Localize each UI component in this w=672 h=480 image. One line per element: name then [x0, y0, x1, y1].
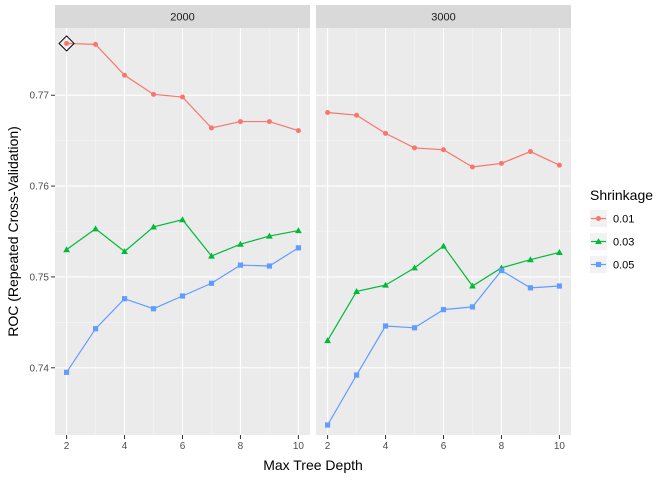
facet-strip-label: 2000	[170, 12, 194, 24]
data-point	[93, 41, 99, 47]
data-point	[266, 263, 273, 269]
data-point	[121, 296, 128, 302]
y-axis: 0.74 0.75 0.76 0.77	[30, 91, 55, 374]
legend-key-marker	[596, 216, 601, 221]
panel-2000: 2000 2 4 6 8 10	[55, 5, 310, 452]
legend-key-marker	[595, 238, 602, 245]
data-point	[324, 422, 331, 428]
x-tick-label: 4	[122, 441, 128, 452]
facet-strip	[55, 5, 310, 28]
data-point	[208, 280, 215, 286]
data-point	[527, 285, 534, 291]
series-0.03	[63, 216, 302, 259]
data-point	[266, 119, 272, 125]
best-tune-marker	[58, 35, 75, 52]
series-0.01	[325, 109, 562, 170]
data-point	[150, 306, 157, 312]
data-point	[382, 281, 389, 288]
data-point	[295, 245, 302, 251]
y-tick-label: 0.74	[30, 363, 50, 374]
data-point	[411, 264, 418, 271]
data-point	[353, 372, 360, 378]
x-tick-label: 8	[238, 441, 244, 452]
data-point	[180, 94, 185, 100]
y-tick-label: 0.76	[30, 182, 50, 193]
data-point	[237, 262, 244, 268]
x-tick-label: 2	[325, 441, 331, 452]
legend-entry-0.01: 0.01	[590, 210, 634, 227]
data-point	[556, 248, 563, 255]
data-point	[325, 109, 331, 115]
data-point	[208, 125, 214, 131]
legend-label: 0.03	[613, 237, 634, 249]
data-point	[151, 91, 157, 97]
data-point	[208, 252, 215, 259]
data-point	[498, 267, 505, 274]
data-point	[469, 164, 475, 170]
data-point	[527, 256, 534, 263]
x-tick-label: 2	[64, 441, 70, 452]
data-point	[498, 160, 504, 166]
data-point	[411, 325, 418, 331]
series-0.03	[324, 242, 563, 344]
legend-label: 0.05	[613, 260, 634, 272]
x-tick-label: 6	[441, 441, 447, 452]
data-point	[556, 162, 562, 168]
x-tick-label: 10	[554, 441, 566, 452]
x-tick-label: 6	[180, 441, 186, 452]
data-point	[354, 112, 360, 118]
data-point	[412, 145, 418, 151]
legend-title: Shrinkage	[590, 187, 653, 203]
y-tick-label: 0.77	[30, 91, 50, 102]
facet-strip	[316, 5, 571, 28]
data-point	[440, 242, 447, 249]
legend-key-marker	[595, 261, 602, 268]
data-point	[150, 223, 157, 230]
legend-entry-0.05: 0.05	[590, 256, 634, 273]
data-point	[556, 283, 563, 289]
data-point	[92, 326, 99, 332]
x-tick-label: 4	[383, 441, 389, 452]
data-point	[469, 304, 476, 310]
data-point	[295, 227, 302, 234]
data-point	[179, 216, 186, 223]
data-point	[266, 232, 273, 239]
legend: Shrinkage 0.01 0.03 0.05	[590, 187, 653, 273]
panel-3000: 3000 2 4 6 8 10	[316, 5, 571, 452]
data-point	[179, 293, 186, 299]
y-tick-label: 0.75	[30, 272, 50, 283]
data-point	[122, 72, 128, 78]
legend-entry-0.03: 0.03	[590, 233, 634, 250]
data-point	[92, 225, 99, 232]
data-point	[121, 248, 128, 255]
x-axis-title: Max Tree Depth	[263, 457, 363, 473]
data-point	[441, 147, 446, 153]
x-tick-label: 10	[293, 441, 305, 452]
data-point	[63, 246, 70, 253]
data-point	[63, 369, 70, 375]
data-point	[295, 128, 301, 134]
series-0.05	[324, 267, 563, 428]
data-point	[527, 149, 533, 155]
series-0.05	[63, 245, 302, 375]
panels-layer: 2000 2 4 6 8 10 3000 2 4 6 8 10	[55, 5, 571, 452]
y-axis-title: ROC (Repeated Cross-Validation)	[5, 126, 21, 337]
data-point	[237, 119, 243, 125]
data-point	[382, 323, 389, 329]
data-point	[64, 40, 70, 46]
data-point	[237, 240, 244, 247]
data-point	[324, 337, 331, 344]
data-point	[440, 307, 447, 313]
data-point	[383, 130, 389, 136]
x-tick-label: 8	[499, 441, 505, 452]
data-point	[353, 288, 360, 295]
facet-strip-label: 3000	[431, 12, 455, 24]
legend-label: 0.01	[613, 214, 634, 226]
data-point	[469, 282, 476, 289]
series-0.01	[64, 40, 301, 134]
